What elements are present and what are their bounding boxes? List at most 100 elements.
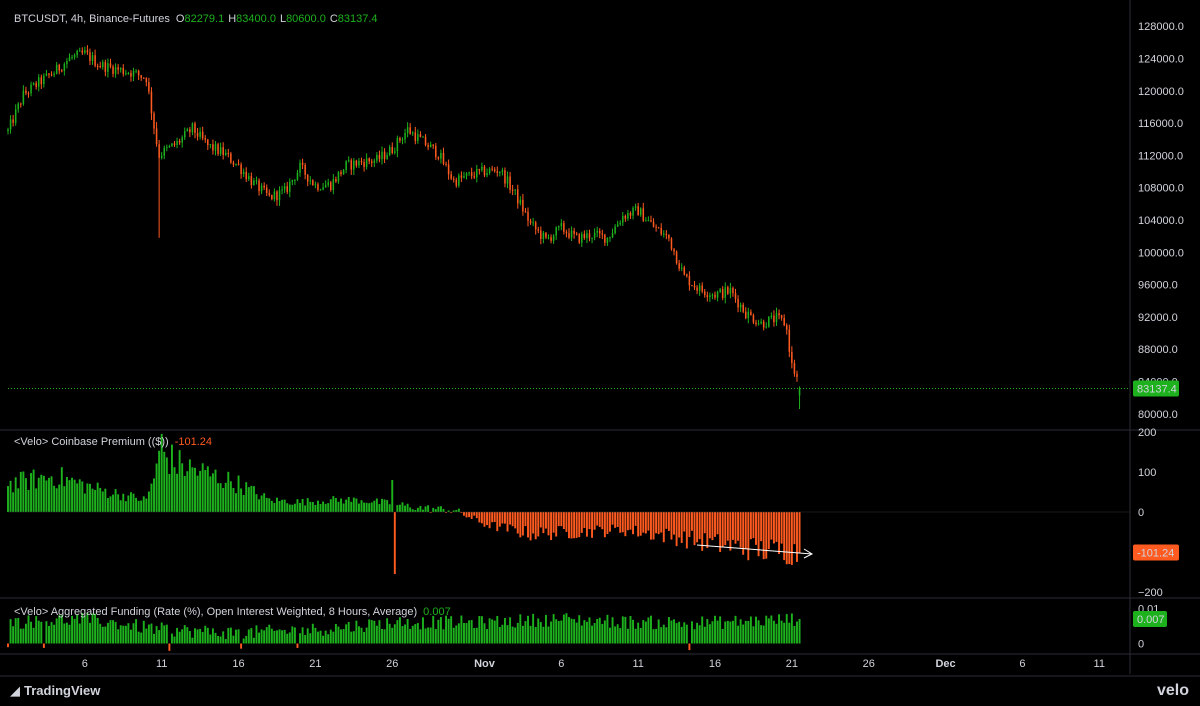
funding-bar[interactable] — [19, 628, 22, 644]
premium-bar[interactable] — [122, 493, 125, 512]
funding-bar[interactable] — [670, 620, 673, 644]
candle[interactable] — [299, 159, 301, 177]
funding-bar[interactable] — [347, 622, 350, 644]
candle[interactable] — [32, 82, 35, 86]
candle[interactable] — [219, 142, 222, 156]
candle[interactable] — [137, 69, 140, 81]
candle[interactable] — [388, 144, 391, 157]
candle[interactable] — [48, 72, 50, 79]
premium-bar[interactable] — [158, 450, 161, 512]
premium-bar[interactable] — [35, 488, 38, 512]
funding-bar[interactable] — [270, 628, 273, 644]
candle[interactable] — [701, 282, 703, 294]
premium-bar[interactable] — [644, 512, 647, 534]
candle[interactable] — [84, 46, 86, 55]
funding-bar[interactable] — [542, 626, 545, 644]
candle[interactable] — [496, 166, 499, 177]
premium-bar[interactable] — [719, 512, 722, 552]
funding-bar[interactable] — [532, 613, 535, 644]
candle[interactable] — [96, 63, 99, 70]
premium-bar[interactable] — [439, 506, 442, 512]
candle[interactable] — [491, 165, 493, 172]
candle[interactable] — [78, 47, 81, 52]
premium-bar[interactable] — [91, 488, 94, 512]
candle[interactable] — [729, 282, 732, 299]
candle[interactable] — [294, 179, 296, 185]
funding-bar[interactable] — [283, 629, 286, 644]
premium-bar[interactable] — [124, 501, 127, 512]
premium-bar[interactable] — [552, 512, 555, 533]
funding-bar[interactable] — [457, 623, 460, 644]
premium-bar[interactable] — [562, 512, 565, 530]
funding-bar[interactable] — [660, 627, 663, 644]
funding-bar[interactable] — [427, 627, 430, 644]
candle[interactable] — [737, 295, 739, 313]
candle[interactable] — [191, 122, 194, 136]
premium-bar[interactable] — [365, 502, 368, 512]
funding-bar[interactable] — [688, 643, 691, 651]
funding-bar[interactable] — [491, 619, 494, 644]
premium-bar[interactable] — [327, 503, 330, 512]
premium-bar[interactable] — [424, 506, 427, 512]
premium-bar[interactable] — [680, 512, 683, 544]
candle[interactable] — [545, 232, 547, 240]
candle[interactable] — [511, 184, 514, 196]
funding-bar[interactable] — [775, 623, 778, 644]
premium-bar[interactable] — [511, 512, 514, 527]
premium-bar[interactable] — [716, 512, 719, 535]
funding-bar[interactable] — [734, 615, 737, 644]
premium-bar[interactable] — [585, 512, 588, 537]
funding-bar[interactable] — [27, 615, 30, 644]
premium-bar[interactable] — [724, 512, 727, 546]
candle[interactable] — [470, 167, 473, 180]
funding-bar[interactable] — [168, 643, 171, 651]
candle[interactable] — [783, 314, 785, 327]
funding-bar[interactable] — [35, 616, 38, 644]
funding-bar[interactable] — [655, 628, 658, 644]
premium-bar[interactable] — [96, 482, 99, 512]
premium-bar[interactable] — [235, 493, 237, 512]
funding-bar[interactable] — [447, 618, 450, 644]
premium-bar[interactable] — [757, 512, 760, 557]
candle[interactable] — [452, 176, 455, 183]
premium-bar[interactable] — [775, 512, 778, 542]
funding-bar[interactable] — [603, 620, 606, 644]
funding-bar[interactable] — [68, 624, 71, 644]
candle[interactable] — [155, 122, 158, 147]
premium-bar[interactable] — [683, 512, 686, 532]
premium-bar[interactable] — [621, 512, 624, 533]
funding-bar[interactable] — [81, 613, 84, 644]
premium-bar[interactable] — [788, 512, 791, 565]
premium-bar[interactable] — [568, 512, 570, 539]
candle[interactable] — [570, 226, 573, 242]
funding-bar[interactable] — [409, 628, 412, 644]
funding-bar[interactable] — [634, 628, 637, 644]
funding-bar[interactable] — [404, 624, 407, 644]
premium-bar[interactable] — [611, 512, 614, 525]
funding-bar[interactable] — [550, 621, 553, 644]
funding-bar[interactable] — [22, 628, 25, 644]
funding-bar[interactable] — [616, 624, 619, 644]
premium-bar[interactable] — [14, 477, 17, 512]
candle[interactable] — [27, 91, 30, 98]
candle[interactable] — [399, 136, 401, 143]
premium-bar[interactable] — [588, 512, 591, 530]
candle[interactable] — [209, 143, 212, 149]
premium-bar[interactable] — [304, 505, 307, 512]
funding-bar[interactable] — [158, 630, 161, 644]
premium-bar[interactable] — [240, 488, 243, 512]
premium-bar[interactable] — [747, 512, 750, 561]
funding-bar[interactable] — [32, 627, 35, 644]
premium-bar[interactable] — [345, 499, 348, 512]
premium-bar[interactable] — [406, 503, 409, 512]
candle[interactable] — [709, 292, 711, 302]
funding-bar[interactable] — [153, 633, 155, 644]
funding-bar[interactable] — [240, 643, 243, 649]
premium-bar[interactable] — [381, 498, 383, 512]
candle[interactable] — [768, 315, 770, 328]
candle[interactable] — [565, 229, 568, 238]
funding-bar[interactable] — [583, 620, 586, 644]
candle[interactable] — [378, 150, 381, 163]
candle[interactable] — [791, 346, 793, 369]
funding-bar[interactable] — [511, 626, 514, 644]
